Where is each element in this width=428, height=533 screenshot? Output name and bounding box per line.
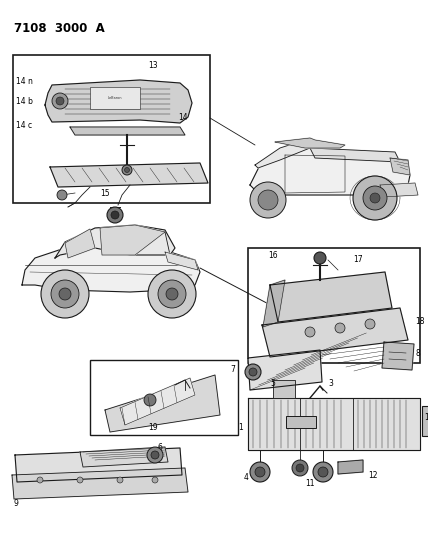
Polygon shape [380, 183, 418, 197]
Circle shape [77, 477, 83, 483]
Polygon shape [15, 448, 182, 482]
Circle shape [152, 477, 158, 483]
Text: 7: 7 [230, 366, 235, 375]
Text: 16: 16 [268, 251, 278, 260]
Text: 14: 14 [178, 114, 187, 123]
Circle shape [245, 364, 261, 380]
Circle shape [365, 319, 375, 329]
Text: 18: 18 [415, 318, 425, 327]
Polygon shape [270, 272, 392, 322]
Polygon shape [100, 225, 165, 255]
Circle shape [122, 165, 132, 175]
Text: 14 c: 14 c [16, 120, 32, 130]
Circle shape [258, 190, 278, 210]
Bar [422, 406, 428, 436]
Polygon shape [275, 138, 345, 148]
Polygon shape [310, 148, 400, 162]
Circle shape [57, 190, 67, 200]
Circle shape [52, 93, 68, 109]
Circle shape [41, 270, 89, 318]
Text: 9: 9 [14, 498, 19, 507]
Text: 8: 8 [416, 349, 421, 358]
Text: 14 n: 14 n [16, 77, 33, 86]
Polygon shape [12, 468, 188, 499]
Text: 1: 1 [238, 424, 243, 432]
Text: 4: 4 [244, 473, 249, 482]
Bar [248, 248, 420, 363]
Circle shape [158, 280, 186, 308]
Text: 11: 11 [305, 479, 315, 488]
Circle shape [250, 182, 286, 218]
Circle shape [147, 447, 163, 463]
Text: 6: 6 [158, 442, 163, 451]
Circle shape [111, 211, 119, 219]
Circle shape [148, 270, 196, 318]
Polygon shape [255, 140, 310, 168]
Text: 15: 15 [100, 189, 110, 198]
Circle shape [313, 462, 333, 482]
Polygon shape [250, 148, 410, 195]
Text: 10: 10 [424, 414, 428, 423]
Text: 14 b: 14 b [16, 98, 33, 107]
Text: LeBaron: LeBaron [108, 96, 122, 100]
Polygon shape [165, 252, 198, 270]
Polygon shape [80, 447, 168, 467]
Text: 3: 3 [328, 379, 333, 389]
Text: 19: 19 [148, 424, 158, 432]
Text: 2: 2 [323, 473, 328, 482]
Circle shape [107, 207, 123, 223]
Circle shape [144, 394, 156, 406]
Bar [13, 55, 210, 203]
Bar [286, 416, 316, 428]
Circle shape [250, 462, 270, 482]
Polygon shape [45, 80, 192, 123]
Bar [273, 380, 295, 398]
Circle shape [37, 477, 43, 483]
Polygon shape [248, 350, 322, 390]
Circle shape [353, 176, 397, 220]
Polygon shape [248, 398, 420, 450]
Polygon shape [390, 158, 410, 175]
Circle shape [255, 467, 265, 477]
Bar [90, 360, 238, 435]
Polygon shape [120, 378, 195, 425]
Polygon shape [263, 280, 285, 327]
Circle shape [249, 368, 257, 376]
Circle shape [363, 186, 387, 210]
Circle shape [335, 323, 345, 333]
Polygon shape [382, 342, 414, 370]
Text: 7108  3000  A: 7108 3000 A [14, 22, 105, 35]
Polygon shape [105, 375, 220, 432]
Text: 5: 5 [270, 378, 275, 387]
Polygon shape [22, 248, 200, 292]
Circle shape [117, 477, 123, 483]
Text: 17: 17 [353, 255, 363, 264]
Text: 13: 13 [148, 61, 158, 69]
Circle shape [292, 460, 308, 476]
Circle shape [125, 167, 130, 173]
Circle shape [296, 464, 304, 472]
Polygon shape [65, 229, 95, 258]
Text: 12: 12 [368, 471, 377, 480]
Circle shape [305, 327, 315, 337]
Circle shape [314, 252, 326, 264]
Circle shape [59, 288, 71, 300]
Circle shape [151, 451, 159, 459]
Polygon shape [50, 163, 208, 187]
Polygon shape [338, 460, 363, 474]
Circle shape [318, 467, 328, 477]
Circle shape [51, 280, 79, 308]
Circle shape [370, 193, 380, 203]
Polygon shape [70, 127, 185, 135]
Circle shape [166, 288, 178, 300]
Polygon shape [55, 225, 175, 258]
Polygon shape [262, 308, 408, 357]
Bar [90, 87, 140, 109]
Circle shape [56, 97, 64, 105]
